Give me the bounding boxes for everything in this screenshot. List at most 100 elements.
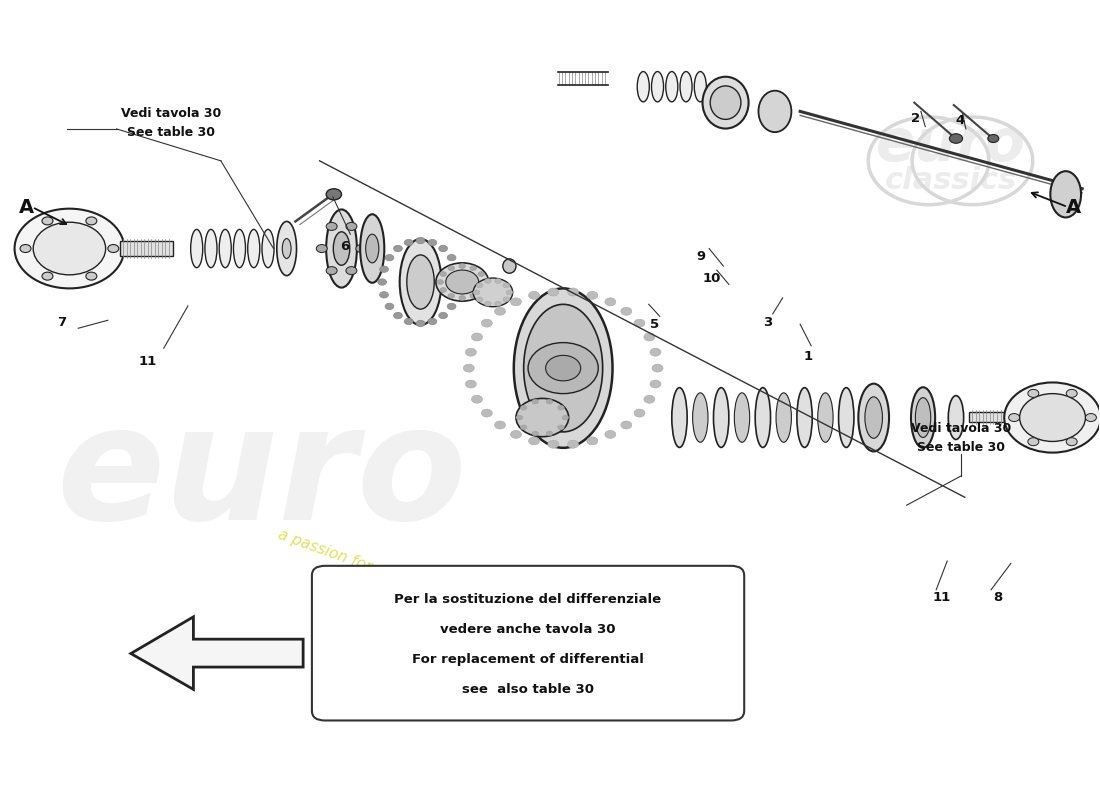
Circle shape [485, 302, 492, 306]
Ellipse shape [838, 388, 854, 447]
Circle shape [377, 279, 386, 285]
Bar [120, 242, 173, 256]
Circle shape [546, 399, 552, 404]
Circle shape [1020, 394, 1086, 442]
Ellipse shape [190, 230, 202, 268]
Text: euro: euro [56, 398, 466, 553]
Circle shape [345, 266, 356, 274]
Circle shape [546, 355, 581, 381]
Circle shape [470, 266, 476, 270]
Circle shape [1004, 382, 1100, 453]
Circle shape [473, 278, 513, 306]
Circle shape [379, 266, 388, 272]
Circle shape [42, 217, 53, 225]
Circle shape [532, 431, 539, 436]
Circle shape [327, 189, 341, 200]
Text: 5: 5 [650, 318, 659, 330]
Circle shape [385, 303, 394, 310]
Ellipse shape [735, 393, 750, 442]
Ellipse shape [756, 388, 770, 447]
Circle shape [586, 437, 597, 445]
Ellipse shape [911, 387, 935, 448]
Circle shape [495, 278, 502, 283]
Ellipse shape [219, 230, 231, 268]
Circle shape [562, 415, 569, 420]
Text: A: A [1066, 198, 1081, 217]
Circle shape [1009, 414, 1020, 422]
Circle shape [506, 290, 513, 294]
Circle shape [465, 380, 476, 388]
Ellipse shape [865, 397, 882, 438]
Ellipse shape [360, 214, 384, 283]
Circle shape [448, 294, 454, 298]
Ellipse shape [666, 71, 678, 102]
Text: Per la sostituzione del differenziale: Per la sostituzione del differenziale [395, 594, 661, 606]
Ellipse shape [503, 259, 516, 274]
Ellipse shape [711, 86, 741, 119]
Ellipse shape [703, 77, 749, 129]
Circle shape [463, 364, 474, 372]
Text: classics: classics [884, 166, 1016, 195]
Ellipse shape [514, 288, 613, 448]
Ellipse shape [233, 230, 245, 268]
Circle shape [327, 266, 337, 274]
Text: Vedi tavola 30
See table 30: Vedi tavola 30 See table 30 [911, 422, 1012, 454]
Circle shape [327, 222, 337, 230]
Circle shape [477, 272, 484, 277]
Circle shape [476, 283, 483, 288]
Circle shape [495, 307, 506, 315]
Polygon shape [131, 617, 304, 690]
Circle shape [472, 395, 483, 403]
Circle shape [42, 272, 53, 280]
Ellipse shape [637, 71, 649, 102]
Circle shape [440, 287, 447, 292]
Circle shape [14, 209, 124, 288]
Circle shape [405, 318, 412, 325]
Text: For replacement of differential: For replacement of differential [412, 653, 644, 666]
Circle shape [476, 297, 483, 302]
Text: 11: 11 [139, 355, 156, 368]
Circle shape [528, 291, 539, 299]
Circle shape [453, 292, 461, 298]
Ellipse shape [365, 234, 378, 263]
Ellipse shape [327, 210, 356, 287]
Circle shape [620, 421, 631, 429]
Text: 9: 9 [697, 250, 706, 263]
Text: 4: 4 [956, 114, 965, 127]
Circle shape [650, 348, 661, 356]
Circle shape [481, 280, 487, 285]
Text: 8: 8 [993, 591, 1002, 604]
Circle shape [605, 430, 616, 438]
Ellipse shape [858, 384, 889, 451]
Ellipse shape [759, 90, 791, 132]
Circle shape [454, 279, 463, 285]
Text: a passion for classics since 1988: a passion for classics since 1988 [276, 526, 516, 626]
Circle shape [644, 333, 654, 341]
Circle shape [1066, 438, 1077, 446]
Text: euro: euro [876, 116, 1025, 174]
Circle shape [448, 303, 456, 310]
Circle shape [440, 272, 447, 277]
Circle shape [416, 320, 425, 326]
Circle shape [86, 272, 97, 280]
Circle shape [558, 406, 564, 410]
Circle shape [385, 254, 394, 261]
Text: Vedi tavola 30
See table 30: Vedi tavola 30 See table 30 [121, 106, 221, 138]
Circle shape [379, 292, 388, 298]
Circle shape [650, 380, 661, 388]
FancyBboxPatch shape [312, 566, 745, 721]
Ellipse shape [693, 393, 708, 442]
Circle shape [405, 239, 412, 246]
Circle shape [568, 440, 579, 448]
Circle shape [520, 425, 527, 430]
Circle shape [473, 290, 480, 294]
Ellipse shape [1050, 171, 1081, 218]
Circle shape [477, 287, 484, 292]
Ellipse shape [262, 230, 274, 268]
Text: 2: 2 [911, 112, 920, 125]
Ellipse shape [680, 71, 692, 102]
Circle shape [439, 312, 448, 318]
Circle shape [510, 298, 521, 306]
Ellipse shape [817, 393, 833, 442]
Circle shape [548, 288, 559, 296]
